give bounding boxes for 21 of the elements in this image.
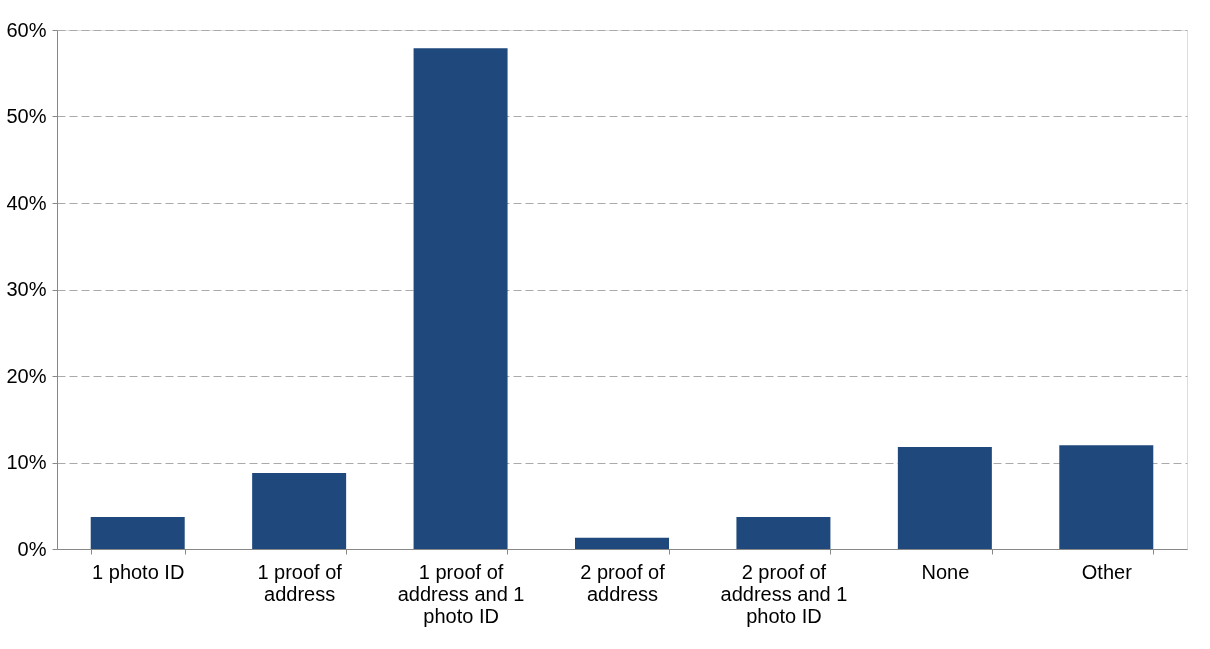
y-tick-label: 60% (6, 18, 47, 41)
x-tick-label: 1 proof of address and 1 photo ID (397, 560, 525, 627)
y-tick-label: 30% (6, 278, 47, 300)
bar (1059, 445, 1154, 549)
y-tick-label: 40% (6, 191, 47, 214)
bar (897, 446, 992, 549)
x-tick-label: Other (1081, 560, 1133, 583)
x-tick-label: 2 proof of address and 1 photo ID (720, 560, 848, 627)
x-tick-label: 2 proof of address (580, 560, 666, 605)
y-tick-label: 50% (6, 105, 47, 127)
bar (90, 517, 185, 549)
x-tick-label: 1 proof of address (257, 560, 343, 605)
bar (736, 517, 831, 549)
bar (252, 472, 347, 549)
y-tick-label: 10% (6, 451, 47, 473)
x-tick-label: None (921, 560, 970, 583)
y-tick-label: 20% (6, 364, 47, 387)
bar (413, 48, 508, 549)
y-tick-label: 0% (17, 537, 47, 560)
x-tick-label: 1 photo ID (92, 560, 185, 583)
bar (575, 537, 669, 549)
